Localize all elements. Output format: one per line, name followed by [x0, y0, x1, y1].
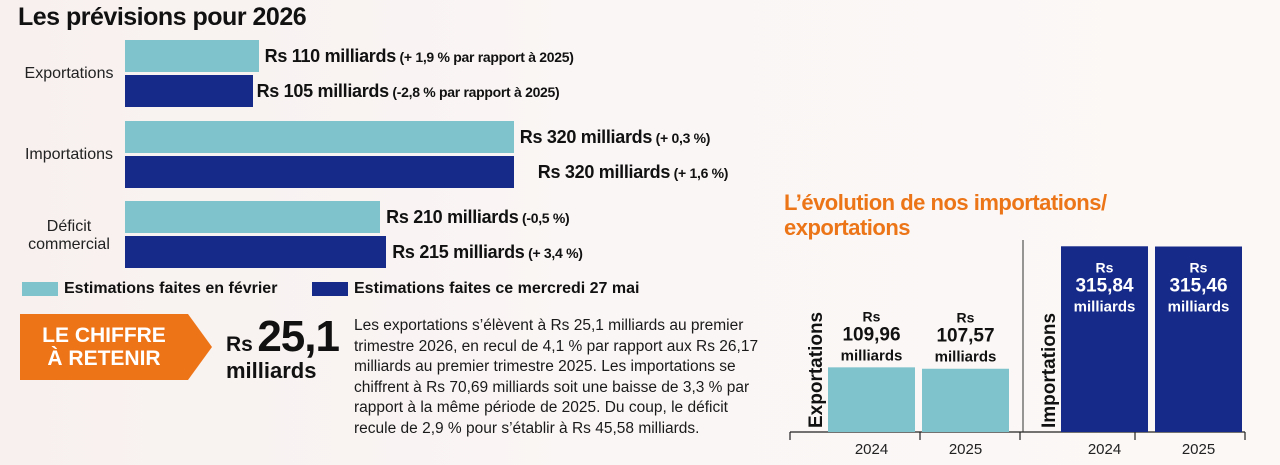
bar-label-importations-february: Rs 320 milliards (+ 0,3 %) [519, 126, 711, 149]
bar-value-label-exportations-2024: milliards [841, 347, 903, 364]
bar-value-label-exportations-2025: Rs [957, 310, 975, 326]
bar-importations-2025 [1155, 246, 1242, 432]
key-figure-currency: Rs [226, 333, 253, 356]
bar-value-label-exportations-2024: Rs [863, 308, 881, 324]
bar-exportations-2025 [922, 368, 1009, 432]
bar-exportations-2024 [828, 367, 915, 432]
bar-value-label-importations-2024: 315,84 [1075, 275, 1134, 296]
bar-importations-2024 [1061, 246, 1148, 432]
bar-value-label-importations-2024: Rs [1096, 259, 1114, 275]
x-tick-label: 2024 [1088, 441, 1121, 458]
legend-label-may: Estimations faites ce mercredi 27 mai [354, 280, 640, 297]
bar-value-text: Rs 320 milliards [537, 162, 671, 182]
bar-exportations-february [125, 40, 259, 72]
bar-label-deficit-may: Rs 215 milliards (+ 3,4 %) [392, 241, 583, 264]
summary-paragraph: Les exportations s’élèvent à Rs 25,1 mil… [354, 317, 759, 437]
bar-change-text: (+ 3,4 %) [524, 245, 583, 261]
right-chart-title: L’évolution de nos importations/ exporta… [784, 190, 1107, 240]
bar-change-text: (+ 1,9 % par rapport à 2025) [395, 49, 574, 65]
group-label-exportations: Exportations [806, 312, 827, 428]
legend-label-february: Estimations faites en février [64, 280, 278, 297]
bar-value-label-importations-2024: milliards [1074, 298, 1136, 315]
key-figure-banner-line2: À RETENIR [47, 347, 161, 370]
bar-change-text: (-2,8 % par rapport à 2025) [388, 84, 560, 100]
bar-importations-february [125, 121, 514, 153]
bar-value-text: Rs 105 milliards [256, 81, 390, 101]
bar-label-exportations-february: Rs 110 milliards (+ 1,9 % par rapport à … [265, 45, 574, 68]
x-tick-label: 2025 [1182, 441, 1215, 458]
bar-change-text: (+ 1,6 %) [670, 165, 729, 181]
key-figure-banner: LE CHIFFRE À RETENIR [20, 314, 212, 380]
bar-value-text: Rs 110 milliards [264, 46, 397, 66]
bar-value-label-exportations-2024: 109,96 [842, 324, 900, 345]
legend-item-may: Estimations faites ce mercredi 27 mai [312, 280, 639, 298]
category-label-importations: Importations [24, 146, 114, 163]
bar-value-label-exportations-2025: milliards [935, 349, 997, 366]
legend-item-february: Estimations faites en février [22, 280, 277, 298]
bar-value-label-importations-2025: Rs [1190, 260, 1208, 276]
bar-importations-may [125, 156, 514, 188]
bar-value-text: Rs 215 milliards [392, 242, 525, 262]
key-figure: Rs 25,1 milliards [226, 312, 340, 383]
bar-deficit-may [125, 236, 387, 268]
key-figure-banner-line1: LE CHIFFRE [42, 324, 166, 347]
chart-title: Les prévisions pour 2026 [18, 3, 307, 31]
bar-label-exportations-may: Rs 105 milliards (-2,8 % par rapport à 2… [257, 80, 560, 103]
right-chart-title-line2: exportations [784, 215, 911, 240]
x-tick-label: 2025 [949, 441, 982, 458]
group-label-importations: Importations [1039, 313, 1060, 428]
key-figure-value: 25,1 [257, 312, 340, 361]
bar-deficit-february [125, 201, 381, 233]
legend-swatch-may [312, 282, 348, 296]
bar-label-importations-may: Rs 320 milliards (+ 1,6 %) [537, 161, 729, 184]
vertical-bar-chart: Exportations2024Rs109,96milliards2025Rs1… [789, 240, 1246, 458]
category-label-exportations: Exportations [24, 65, 114, 82]
bar-value-label-importations-2025: 315,46 [1169, 276, 1227, 297]
bar-value-label-exportations-2025: 107,57 [936, 326, 994, 347]
bar-value-text: Rs 210 milliards [386, 207, 519, 227]
bar-value-label-importations-2025: milliards [1168, 299, 1230, 316]
bar-change-text: (+ 0,3 %) [652, 130, 711, 146]
legend-swatch-february [22, 282, 58, 296]
bar-label-deficit-february: Rs 210 milliards (-0,5 %) [386, 206, 570, 229]
category-label-deficit: Déficit commercial [28, 218, 110, 253]
key-figure-unit: milliards [226, 358, 317, 383]
bar-exportations-may [125, 75, 253, 107]
bar-value-text: Rs 320 milliards [519, 127, 653, 147]
right-chart-title-line1: L’évolution de nos importations/ [784, 190, 1107, 215]
bar-change-text: (-0,5 %) [518, 210, 570, 226]
x-tick-label: 2024 [855, 441, 888, 458]
